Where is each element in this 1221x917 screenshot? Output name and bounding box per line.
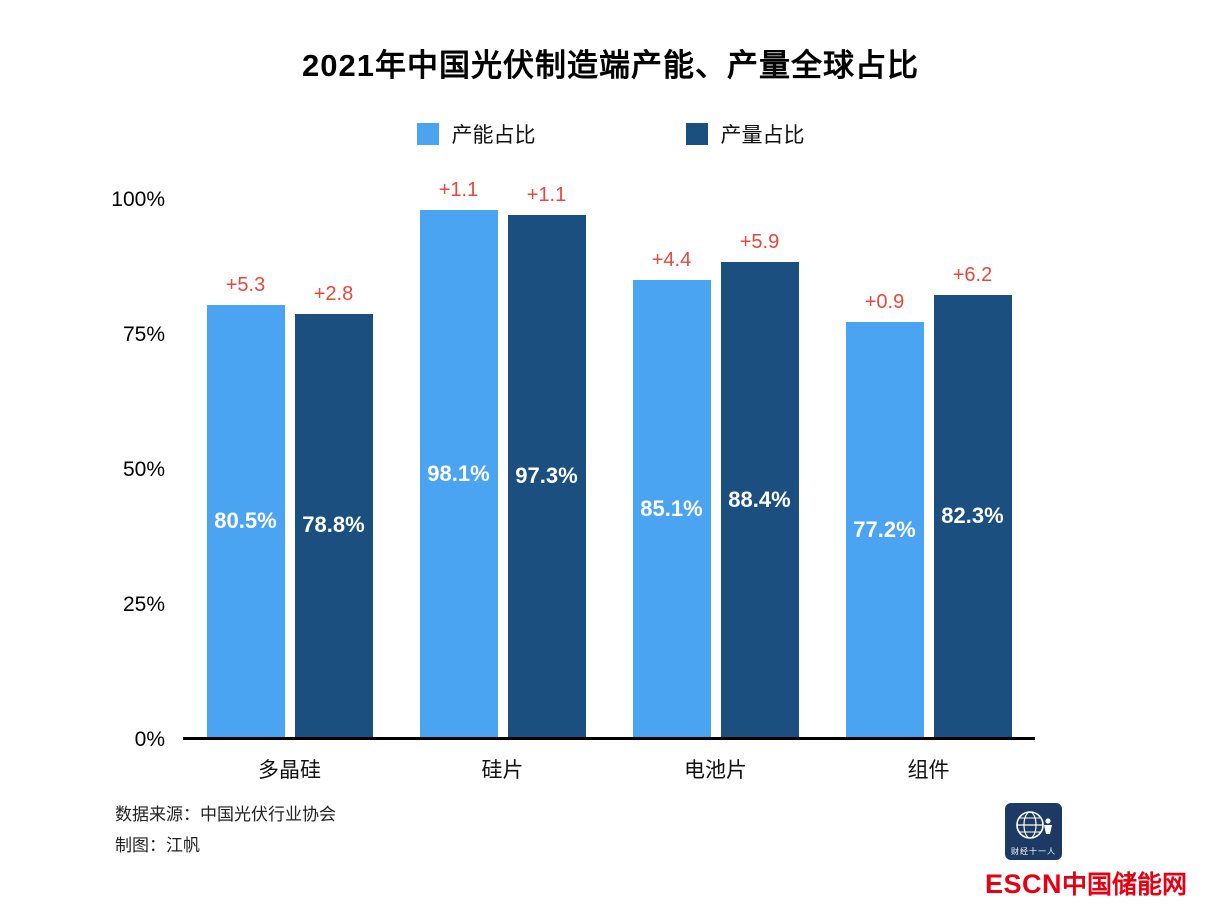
- logo-text: 财经十一人: [1011, 847, 1056, 856]
- legend-item: 产能占比: [416, 119, 536, 149]
- category-label: 多晶硅: [258, 759, 321, 782]
- bar-wrapper: +4.4 85.1%: [632, 200, 711, 737]
- delta-label: +5.3: [225, 273, 266, 296]
- bar-wrapper: +0.9 77.2%: [845, 200, 924, 737]
- footer: 数据来源：中国光伏行业协会 制图：江帆: [115, 800, 336, 861]
- category-label: 组件: [907, 759, 950, 782]
- bar: 85.1%: [632, 280, 711, 737]
- chart-author-text: 制图：江帆: [115, 835, 200, 855]
- delta-label: +0.9: [864, 291, 905, 314]
- bar-value-label: 77.2%: [853, 516, 916, 542]
- escn-branding: ESCN中国储能网: [985, 865, 1187, 901]
- delta-label: +2.8: [313, 282, 354, 305]
- globe-icon: [1016, 811, 1052, 839]
- bar: 80.5%: [206, 304, 285, 737]
- legend-label: 产能占比: [451, 124, 536, 147]
- escn-wordmark: ESCN: [985, 869, 1063, 899]
- legend-swatch: [416, 123, 439, 145]
- y-axis-tick: 75%: [122, 323, 165, 346]
- bar-value-label: 98.1%: [427, 460, 490, 486]
- bar-value-label: 82.3%: [941, 503, 1004, 529]
- bar-value-label: 78.8%: [302, 512, 365, 538]
- bar-wrapper: +2.8 78.8%: [294, 200, 373, 737]
- y-axis-tick: 25%: [122, 593, 165, 616]
- bar: 98.1%: [419, 210, 498, 737]
- legend-swatch: [685, 123, 708, 145]
- chart-area: 100% 75% 50% 25% 0% +5.3 80.5% +2.8 78.8% +1.1 98…: [105, 179, 1035, 784]
- delta-label: +1.1: [438, 179, 479, 202]
- bar-wrapper: +1.1 98.1%: [419, 179, 498, 737]
- legend-label: 产量占比: [720, 124, 805, 147]
- escn-cn-text: 中国储能网: [1062, 871, 1188, 899]
- bar: 97.3%: [507, 214, 586, 737]
- bar-value-label: 97.3%: [515, 462, 578, 488]
- y-axis-tick: 100%: [111, 188, 165, 211]
- bar-group: +4.4 85.1% +5.9 88.4%: [609, 200, 822, 737]
- bar-wrapper: +6.2 82.3%: [933, 200, 1012, 737]
- category-label: 电池片: [684, 759, 747, 782]
- delta-label: +4.4: [651, 249, 692, 272]
- y-axis: 100% 75% 50% 25% 0%: [105, 188, 165, 751]
- bar-wrapper: +1.1 97.3%: [507, 184, 586, 737]
- bar-value-label: 85.1%: [640, 495, 703, 521]
- bar-wrapper: +5.9 88.4%: [720, 200, 799, 737]
- bar: 77.2%: [845, 322, 924, 737]
- y-axis-tick: 50%: [122, 458, 165, 481]
- delta-label: +6.2: [952, 264, 993, 287]
- delta-label: +1.1: [526, 183, 567, 206]
- chart-title: 2021年中国光伏制造端产能、产量全球占比: [302, 48, 919, 83]
- bar-value-label: 88.4%: [728, 486, 791, 512]
- delta-label: +5.9: [739, 231, 780, 254]
- caijing-logo: 财经十一人: [1005, 803, 1062, 860]
- bar: 88.4%: [720, 262, 799, 737]
- bar-group: +0.9 77.2% +6.2 82.3%: [822, 200, 1035, 737]
- bar-group: +5.3 80.5% +2.8 78.8%: [183, 200, 396, 737]
- y-axis-tick: 0%: [134, 728, 165, 751]
- legend: 产能占比 产量占比: [0, 119, 1221, 149]
- bar-group: +1.1 98.1% +1.1 97.3%: [396, 179, 609, 737]
- bar-value-label: 80.5%: [214, 507, 277, 533]
- category-label: 硅片: [481, 759, 524, 782]
- plot-area: +5.3 80.5% +2.8 78.8% +1.1 98.1% +1.1 97.3% +4.4…: [183, 179, 1035, 740]
- bar: 82.3%: [933, 295, 1012, 737]
- bar-wrapper: +5.3 80.5%: [206, 200, 285, 737]
- x-axis-labels: 多晶硅 硅片 电池片 组件: [183, 740, 1035, 784]
- bar: 78.8%: [294, 313, 373, 737]
- legend-item: 产量占比: [685, 119, 805, 149]
- data-source-text: 数据来源：中国光伏行业协会: [115, 805, 336, 824]
